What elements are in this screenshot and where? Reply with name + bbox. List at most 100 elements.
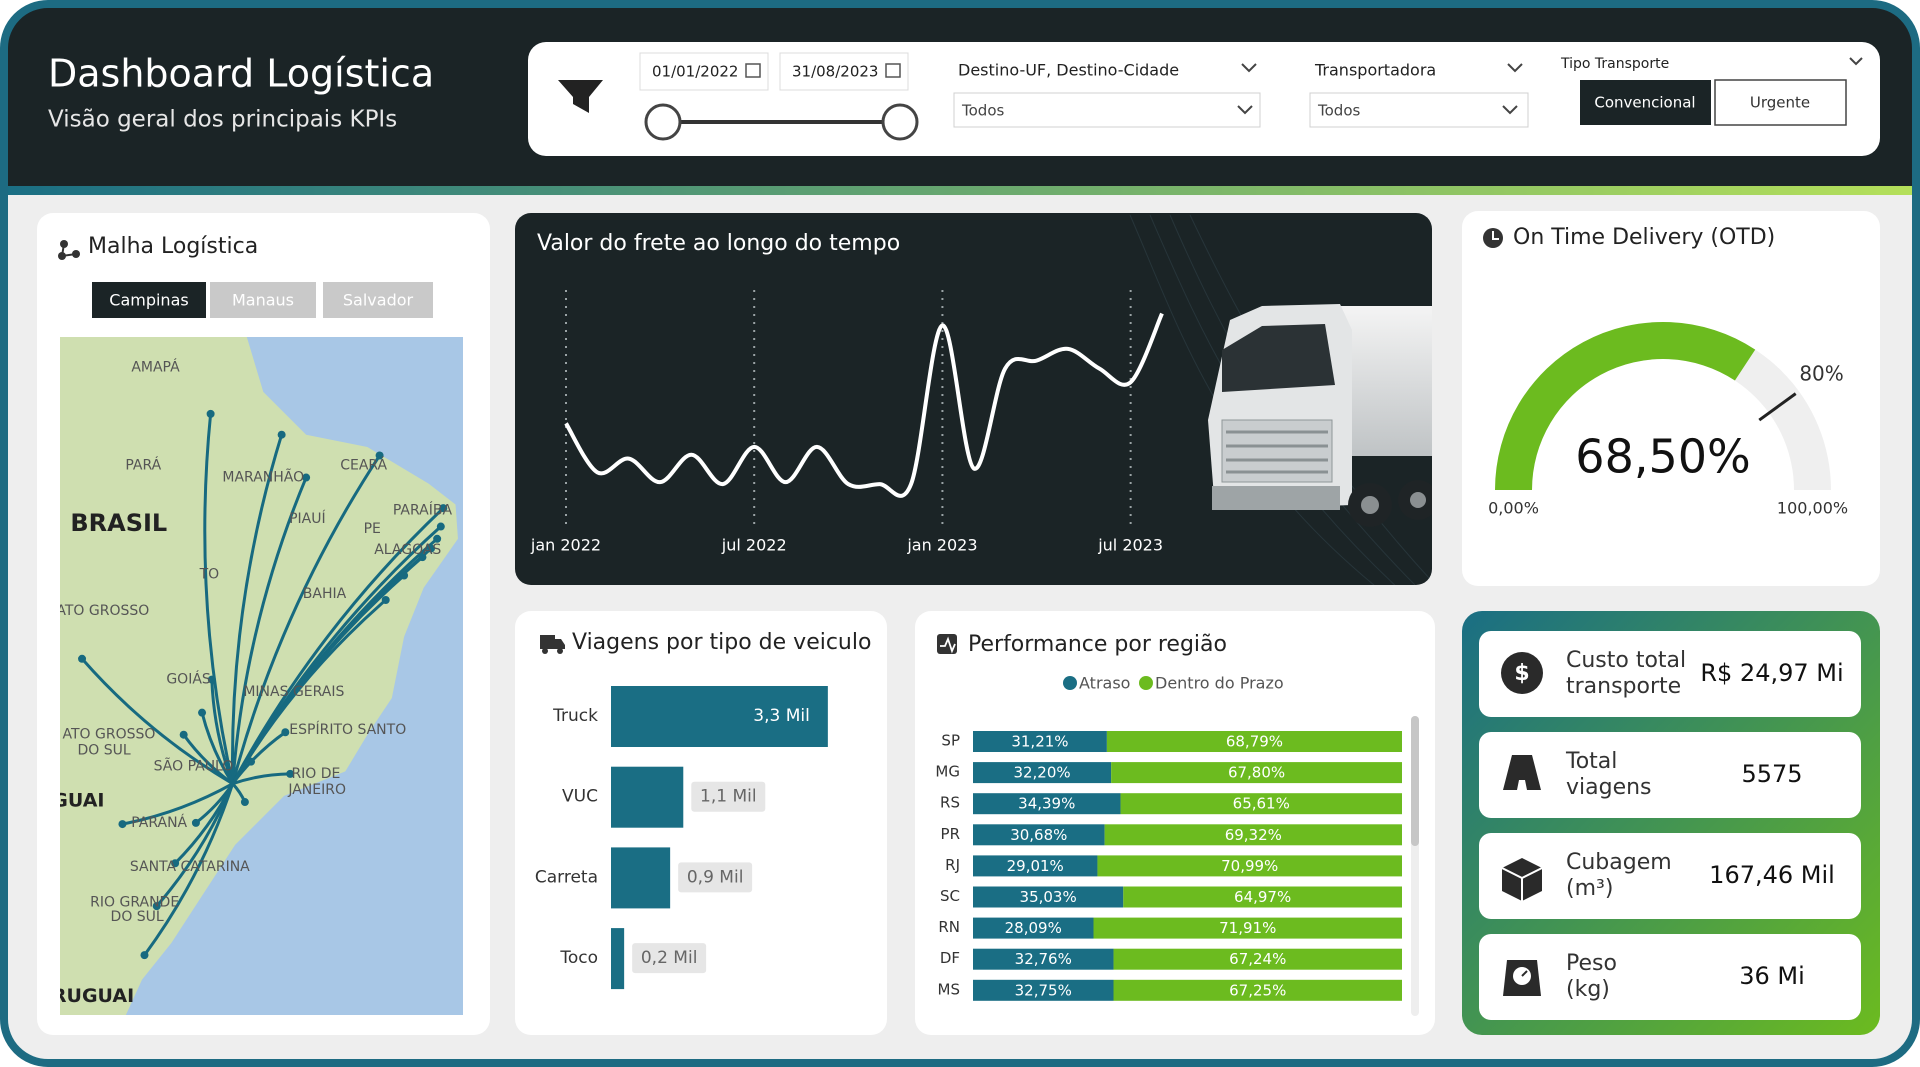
clock-icon	[1483, 228, 1503, 248]
map-label: BAHIA	[303, 586, 347, 602]
map-label: PARANÁ	[131, 814, 187, 831]
scrollbar-thumb[interactable]	[1411, 716, 1419, 846]
map-label: ATO GROSSO	[56, 603, 149, 619]
map-label: ALAGOAS	[374, 542, 441, 558]
y-tick-label: RJ	[945, 856, 960, 874]
dropdown[interactable]	[953, 92, 1261, 128]
chevron	[1241, 63, 1257, 73]
map-label: SÃO PAULO	[154, 758, 234, 775]
map-button-label: Campinas	[109, 291, 188, 310]
map-node	[281, 728, 290, 737]
data-label: 32,20%	[1013, 764, 1070, 782]
chart-title: On Time Delivery (OTD)	[1513, 225, 1775, 250]
truck-icon	[540, 635, 565, 654]
map-label: CEARÁ	[340, 456, 387, 473]
bar-segment	[1113, 948, 1402, 970]
gauge-target	[1758, 392, 1797, 422]
bar-segment	[973, 762, 1112, 784]
kpi-value: 36 Mi	[1739, 962, 1805, 990]
map-node	[207, 675, 216, 684]
map-route	[182, 733, 234, 785]
y-tick-label: Carreta	[535, 867, 598, 887]
dropdown-value: Todos	[961, 102, 1004, 120]
calendar-icon	[885, 63, 901, 78]
x-tick-label: jan 2022	[530, 536, 601, 555]
target-label: 80%	[1799, 361, 1843, 385]
svg-text:$: $	[1514, 661, 1529, 686]
dropdown[interactable]	[1309, 92, 1529, 128]
line-chart-card	[515, 213, 1432, 585]
x-tick-label: jul 2022	[721, 536, 787, 555]
truck-illustration	[1208, 304, 1432, 527]
map-label: MARANHÃO	[222, 469, 304, 486]
y-tick-label: PR	[941, 825, 960, 843]
bar-segment	[973, 855, 1098, 877]
y-tick-label: SC	[940, 887, 960, 905]
data-label: 31,21%	[1011, 733, 1068, 751]
map-label: GOIÁS	[166, 671, 211, 688]
y-tick-label: Toco	[559, 948, 598, 968]
kpi-card	[1479, 833, 1861, 919]
kpi-card	[1479, 732, 1861, 818]
data-label: 1,1 Mil	[700, 787, 757, 807]
map-node	[191, 818, 200, 827]
header-strip	[4, 186, 1916, 195]
map-route	[231, 476, 308, 784]
toggle-button[interactable]	[1580, 80, 1711, 125]
data-label: 67,80%	[1228, 764, 1285, 782]
chevron	[1507, 63, 1523, 73]
legend-label: Atraso	[1079, 674, 1130, 693]
data-label: 32,76%	[1015, 950, 1072, 968]
map-node	[277, 430, 286, 439]
y-tick-label: DF	[940, 949, 960, 967]
map-sea	[125, 337, 463, 1015]
y-tick-label: SP	[941, 732, 960, 750]
gauge-value-label: 68,50%	[1575, 430, 1750, 484]
map-label: JANEIRO	[287, 782, 346, 798]
kpi-value: 167,46 Mil	[1709, 861, 1835, 889]
map-route	[203, 413, 235, 785]
filter-label: Tipo Transporte	[1560, 56, 1669, 72]
legend-swatch	[1139, 676, 1153, 690]
data-label: 32,75%	[1015, 981, 1072, 999]
map-node	[302, 473, 311, 482]
data-label: 35,03%	[1020, 888, 1077, 906]
map-route	[210, 679, 235, 785]
toggle-label: Convencional	[1594, 94, 1695, 112]
y-tick-label: MS	[938, 980, 960, 998]
slider-handle[interactable]	[644, 103, 682, 141]
gauge-value	[1495, 322, 1756, 490]
data-label: 29,01%	[1007, 857, 1064, 875]
bar-segment	[1097, 855, 1402, 877]
map-route	[230, 434, 284, 784]
map-label: GUAI	[52, 789, 104, 811]
slider-handle[interactable]	[881, 103, 919, 141]
toggle-button[interactable]	[1714, 79, 1847, 126]
calendar-icon	[745, 63, 761, 78]
kpi-label: (kg)	[1566, 977, 1610, 1002]
gauge-tick-label: 100,00%	[1777, 499, 1848, 518]
data-label: 71,91%	[1219, 919, 1276, 937]
data-label: 34,39%	[1018, 795, 1075, 813]
bar-segment	[1093, 917, 1402, 939]
legend-label: Dentro do Prazo	[1155, 674, 1284, 693]
data-label: 28,09%	[1005, 919, 1062, 937]
bar-segment	[973, 824, 1105, 846]
map-label: MINAS GERAIS	[243, 684, 344, 700]
map-label: ATO GROSSO	[63, 727, 156, 743]
map-icon	[58, 240, 80, 260]
map-node	[152, 902, 161, 911]
map-button[interactable]	[323, 282, 433, 318]
bar-segment	[1120, 793, 1402, 815]
map-node	[439, 504, 448, 513]
kpi-icons: $	[1501, 652, 1543, 996]
x-tick-label: jul 2023	[1097, 536, 1163, 555]
map-button-label: Manaus	[232, 291, 294, 310]
map-button[interactable]	[92, 282, 206, 318]
map-label: RUGUAI	[52, 985, 134, 1007]
map-button[interactable]	[210, 282, 316, 318]
map-node	[247, 757, 256, 766]
map-node	[206, 409, 215, 418]
